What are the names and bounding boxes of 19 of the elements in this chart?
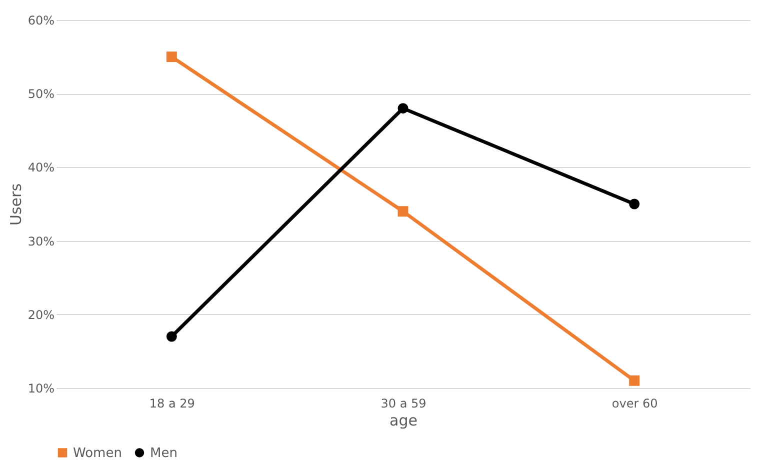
point: [166, 52, 177, 62]
y-tick-label: 60%: [28, 14, 54, 28]
y-tick-label: 20%: [28, 308, 54, 322]
x-tick-label: 30 a 59: [380, 396, 426, 410]
point: [398, 103, 408, 114]
point: [166, 331, 177, 342]
y-tick-label: 10%: [28, 382, 54, 396]
legend-label: Women: [73, 446, 122, 461]
x-tick-label: 18 a 29: [149, 396, 195, 410]
point: [398, 206, 408, 217]
point: [629, 375, 640, 386]
legend-label: Men: [150, 446, 178, 461]
point: [629, 198, 640, 210]
y-tick-label: 50%: [28, 87, 54, 102]
y-axis-title: Users: [6, 183, 25, 226]
y-tick-label: 40%: [28, 160, 54, 175]
x-tick-label: over 60: [612, 396, 658, 410]
y-tick-label: 30%: [28, 234, 54, 248]
x-axis-title: age: [390, 412, 418, 430]
